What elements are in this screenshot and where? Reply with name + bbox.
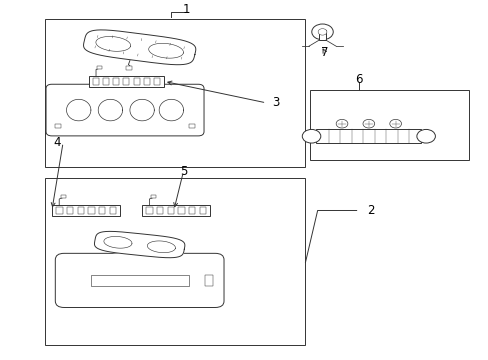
Text: 4: 4 [53,136,61,149]
Bar [93,78,99,85]
Bar [113,78,119,85]
Bar [189,124,195,129]
Bar [99,207,105,214]
Bar [67,207,73,214]
Bar [310,90,468,160]
Polygon shape [130,99,154,121]
Bar [146,207,152,214]
Bar [204,275,213,286]
Bar [142,206,210,216]
Bar [189,207,195,214]
Polygon shape [159,99,183,121]
Circle shape [302,130,320,143]
Bar [88,76,164,87]
FancyBboxPatch shape [46,84,203,136]
Bar [154,78,160,85]
Circle shape [416,130,434,143]
Polygon shape [98,99,122,121]
Bar [88,207,94,214]
Polygon shape [94,231,184,258]
Circle shape [389,120,401,128]
Bar [316,130,420,143]
Text: 5: 5 [180,165,187,177]
Bar [109,207,116,214]
FancyBboxPatch shape [55,253,224,307]
Polygon shape [66,99,91,121]
Polygon shape [83,30,195,65]
Text: 7: 7 [321,46,328,59]
Circle shape [318,29,326,35]
Bar [319,30,325,40]
Bar [55,124,61,129]
Bar [167,207,174,214]
Text: 2: 2 [367,204,374,217]
Bar [157,207,163,214]
Bar [97,66,102,69]
Bar [151,195,156,198]
Bar [133,78,140,85]
Text: 1: 1 [182,3,189,16]
Bar [143,78,150,85]
Bar [199,207,205,214]
Bar [90,275,188,286]
Text: 3: 3 [272,96,279,109]
Bar [61,195,65,198]
Circle shape [335,120,347,128]
Circle shape [362,120,374,128]
Circle shape [311,24,332,40]
Bar [126,66,132,69]
Bar [178,207,184,214]
Bar [123,78,129,85]
Bar [56,207,62,214]
Bar [44,19,305,167]
Bar [78,207,83,214]
Bar [103,78,109,85]
Text: 6: 6 [355,73,362,86]
Bar [44,178,305,345]
Bar [52,206,120,216]
